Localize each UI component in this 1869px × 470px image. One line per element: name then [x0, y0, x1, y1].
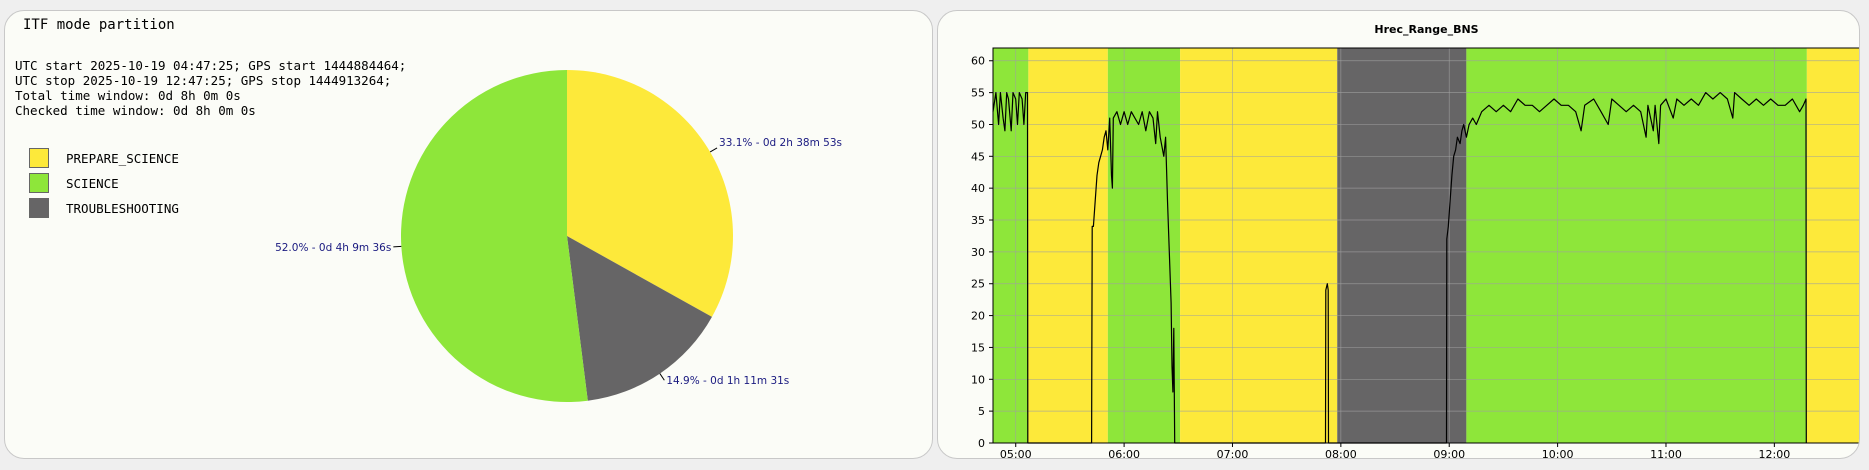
- pie-chart: 33.1% - 0d 2h 38m 53s 14.9% - 0d 1h 11m 3…: [275, 70, 842, 402]
- x-tick-label: 10:00: [1542, 448, 1574, 458]
- y-tick-label: 5: [978, 405, 985, 418]
- band-prepare-science: [1806, 48, 1859, 443]
- utc-stop-line: UTC stop 2025-10-19 12:47:25; GPS stop 1…: [15, 73, 392, 88]
- legend-label: TROUBLESHOOTING: [66, 201, 179, 216]
- x-tick-label: 09:00: [1433, 448, 1465, 458]
- y-tick-label: 10: [971, 373, 985, 386]
- x-tick-label: 11:00: [1650, 448, 1682, 458]
- legend-swatch: [29, 148, 49, 168]
- y-tick-label: 35: [971, 214, 985, 227]
- y-tick-label: 20: [971, 310, 985, 323]
- band-prepare-science: [1028, 48, 1108, 443]
- pie-slice-prepare-science: [567, 70, 733, 317]
- y-tick-label: 25: [971, 278, 985, 291]
- x-tick-label: 06:00: [1108, 448, 1140, 458]
- legend-swatch: [29, 173, 49, 193]
- y-tick-label: 45: [971, 150, 985, 163]
- legend-swatch: [29, 198, 49, 218]
- pie-leader-line: [709, 147, 718, 153]
- panel-title: ITF mode partition: [23, 17, 175, 33]
- y-tick-label: 60: [971, 55, 985, 68]
- x-tick-label: 12:00: [1759, 448, 1791, 458]
- y-tick-label: 30: [971, 246, 985, 259]
- x-tick-label: 08:00: [1325, 448, 1357, 458]
- band-science: [1466, 48, 1807, 443]
- pie-leader-line: [393, 245, 402, 248]
- chart-title: Hrec_Range_BNS: [1374, 23, 1478, 36]
- pie-leader-line: [659, 373, 665, 381]
- pie-slice-troubleshooting: [567, 236, 712, 401]
- range-chart-panel: Hrec_Range_BNS 0 5 10 15 20 25 30 35 40 45 50 55 60 05…: [937, 10, 1860, 459]
- legend-label: PREPARE_SCIENCE: [66, 151, 179, 166]
- y-tick-label: 15: [971, 341, 985, 354]
- mode-partition-panel: ITF mode partition UTC start 2025-10-19 …: [4, 10, 933, 459]
- legend-label: SCIENCE: [66, 176, 119, 191]
- y-tick-label: 0: [978, 437, 985, 450]
- pie-slice-label: 33.1% - 0d 2h 38m 53s: [719, 137, 842, 149]
- x-tick-label: 07:00: [1217, 448, 1249, 458]
- band-troubleshooting: [1337, 48, 1467, 443]
- plot-frame: [992, 47, 1859, 444]
- pie-slice-label: 52.0% - 0d 4h 9m 36s: [275, 242, 391, 254]
- total-window-line: Total time window: 0d 8h 0m 0s: [15, 88, 241, 103]
- line-chart: Hrec_Range_BNS 0 5 10 15 20 25 30 35 40 45 50 55 60 05…: [971, 23, 1859, 458]
- series-line: [992, 91, 1807, 444]
- band-prepare-science: [1180, 48, 1338, 443]
- y-tick-label: 50: [971, 118, 985, 131]
- pie-slice-science: [401, 70, 588, 402]
- y-tick-label: 55: [971, 87, 985, 100]
- band-science: [1107, 48, 1181, 443]
- x-tick-label: 05:00: [1000, 448, 1032, 458]
- pie-slice-label: 14.9% - 0d 1h 11m 31s: [666, 375, 789, 387]
- utc-start-line: UTC start 2025-10-19 04:47:25; GPS start…: [15, 58, 407, 73]
- y-tick-label: 40: [971, 182, 985, 195]
- checked-window-line: Checked time window: 0d 8h 0m 0s: [15, 103, 256, 118]
